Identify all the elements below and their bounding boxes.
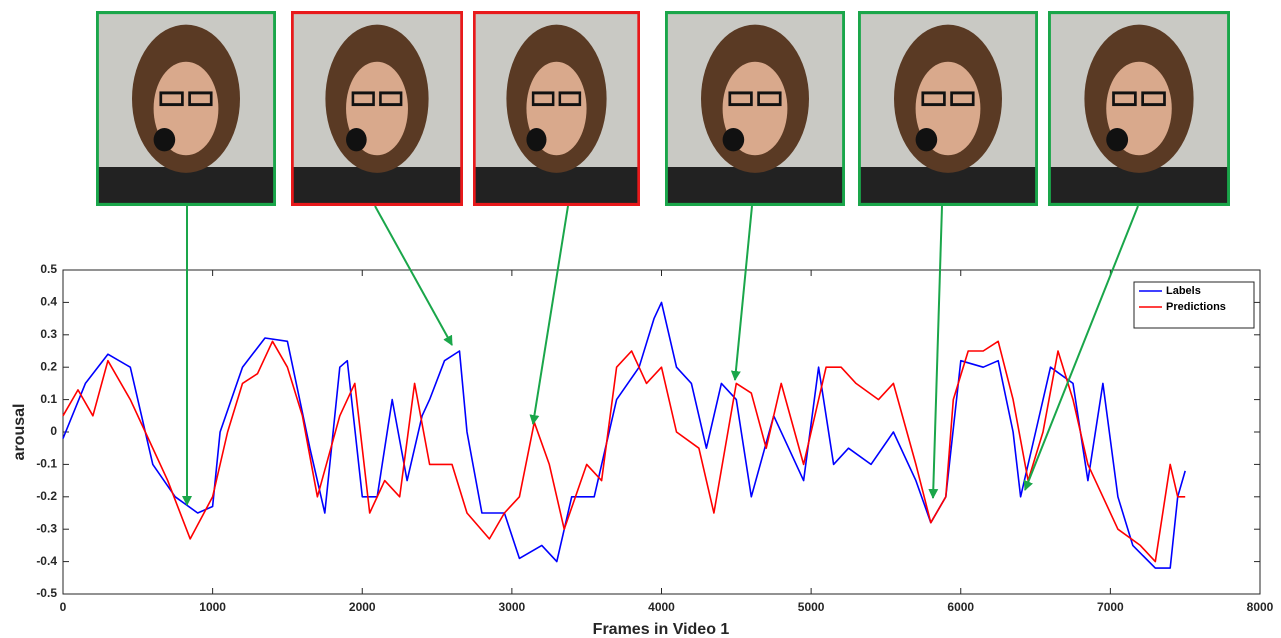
photo-strip xyxy=(96,11,1230,206)
x-tick-label: 6000 xyxy=(947,600,974,614)
photo xyxy=(291,11,463,206)
y-tick-label: 0.3 xyxy=(40,327,57,341)
x-tick-label: 7000 xyxy=(1097,600,1124,614)
x-tick-label: 2000 xyxy=(349,600,376,614)
x-tick-label: 8000 xyxy=(1247,600,1274,614)
x-axis-title: Frames in Video 1 xyxy=(593,621,730,638)
photo xyxy=(96,11,276,206)
y-tick-label: -0.2 xyxy=(36,489,57,503)
legend-label: Labels xyxy=(1166,285,1201,297)
y-tick-label: 0.5 xyxy=(40,262,57,276)
legend: Labels Predictions xyxy=(1134,282,1254,328)
x-tick-label: 4000 xyxy=(648,600,675,614)
y-axis-title: arousal xyxy=(11,404,28,461)
y-tick-label: -0.5 xyxy=(36,586,57,600)
y-tick-label: -0.1 xyxy=(36,457,57,471)
x-tick-label: 3000 xyxy=(499,600,526,614)
x-tick-label: 0 xyxy=(60,600,67,614)
x-tick-label: 5000 xyxy=(798,600,825,614)
legend-label: Predictions xyxy=(1166,301,1226,313)
x-tick-label: 1000 xyxy=(199,600,226,614)
y-tick-label: -0.3 xyxy=(36,521,57,535)
y-tick-label: 0.2 xyxy=(40,359,57,373)
y-tick-label: 0.1 xyxy=(40,392,57,406)
y-tick-label: 0.4 xyxy=(40,295,57,309)
y-tick-label: -0.4 xyxy=(36,554,57,568)
photo xyxy=(858,11,1038,206)
photo xyxy=(665,11,845,206)
photo xyxy=(1048,11,1230,206)
figure: -0.5 -0.4 -0.3 -0.2 -0.1 0 0.1 0.2 0.3 0.4 0.5 0 100… xyxy=(0,0,1281,638)
y-tick-label: 0 xyxy=(50,424,57,438)
photo xyxy=(473,11,640,206)
